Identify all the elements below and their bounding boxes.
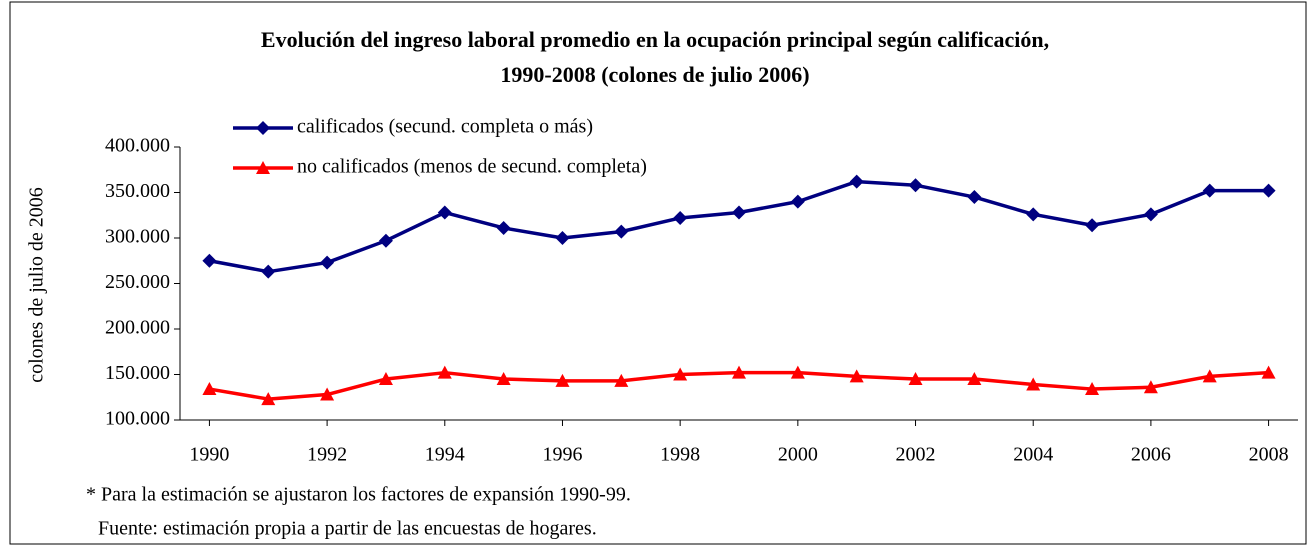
y-tick-label: 300.000 bbox=[105, 226, 170, 248]
triangle-marker bbox=[790, 365, 805, 379]
x-tick-label: 2006 bbox=[1131, 444, 1171, 466]
diamond-marker bbox=[1261, 183, 1276, 198]
diamond-marker bbox=[1026, 207, 1041, 222]
triangle-marker bbox=[1202, 369, 1217, 383]
y-axis-label: colones de julio de 2006 bbox=[26, 187, 48, 383]
diamond-marker bbox=[256, 121, 270, 135]
y-tick-label: 100.000 bbox=[105, 408, 170, 430]
y-tick-label: 400.000 bbox=[105, 135, 170, 157]
footnote: * Para la estimación se ajustaron los fa… bbox=[86, 484, 631, 506]
triangle-marker bbox=[261, 392, 276, 406]
diamond-marker bbox=[790, 194, 805, 209]
y-tick-label: 350.000 bbox=[105, 180, 170, 202]
triangle-marker bbox=[378, 372, 393, 386]
chart-title: 1990-2008 (colones de julio 2006) bbox=[500, 62, 809, 87]
diamond-marker bbox=[1202, 183, 1217, 198]
triangle-marker bbox=[437, 365, 452, 379]
triangle-marker bbox=[614, 373, 629, 387]
diamond-marker bbox=[437, 205, 452, 220]
diamond-marker bbox=[320, 255, 335, 270]
x-tick-label: 1992 bbox=[307, 444, 347, 466]
triangle-marker bbox=[202, 382, 217, 396]
triangle-marker bbox=[256, 161, 270, 174]
x-tick-label: 2002 bbox=[896, 444, 936, 466]
diamond-marker bbox=[614, 224, 629, 239]
triangle-marker bbox=[320, 387, 335, 401]
y-tick-label: 250.000 bbox=[105, 271, 170, 293]
diamond-marker bbox=[378, 233, 393, 248]
diamond-marker bbox=[496, 220, 511, 235]
diamond-marker bbox=[261, 264, 276, 279]
chart-frame bbox=[9, 1, 1307, 545]
diamond-marker bbox=[849, 174, 864, 189]
diamond-marker bbox=[555, 231, 570, 245]
triangle-marker bbox=[1026, 377, 1041, 391]
x-tick-label: 1994 bbox=[425, 444, 465, 466]
triangle-marker bbox=[967, 372, 982, 386]
diamond-marker bbox=[1085, 218, 1100, 233]
x-tick-label: 2000 bbox=[778, 444, 818, 466]
y-tick-label: 200.000 bbox=[105, 317, 170, 339]
diamond-marker bbox=[908, 178, 923, 193]
diamond-marker bbox=[1143, 207, 1158, 222]
triangle-marker bbox=[496, 372, 511, 386]
triangle-marker bbox=[732, 365, 746, 379]
legend-label: no calificados (menos de secund. complet… bbox=[297, 156, 647, 178]
y-tick-label: 150.000 bbox=[105, 362, 170, 384]
chart-title: Evolución del ingreso laboral promedio e… bbox=[261, 27, 1049, 52]
triangle-marker bbox=[908, 372, 923, 386]
legend-label: calificados (secund. completa o más) bbox=[297, 116, 593, 138]
triangle-marker bbox=[555, 373, 570, 387]
diamond-marker bbox=[967, 190, 982, 205]
diamond-marker bbox=[732, 205, 746, 220]
diamond-marker bbox=[202, 253, 217, 268]
triangle-marker bbox=[673, 367, 688, 381]
x-tick-label: 1998 bbox=[660, 444, 700, 466]
footnote: Fuente: estimación propia a partir de la… bbox=[98, 518, 597, 540]
triangle-marker bbox=[1261, 365, 1276, 379]
triangle-marker bbox=[1085, 382, 1100, 396]
triangle-marker bbox=[849, 369, 864, 383]
x-tick-label: 2008 bbox=[1249, 444, 1289, 466]
x-tick-label: 2004 bbox=[1013, 444, 1053, 466]
triangle-marker bbox=[1143, 380, 1158, 394]
x-tick-label: 1996 bbox=[542, 444, 582, 466]
x-tick-label: 1990 bbox=[189, 444, 229, 466]
diamond-marker bbox=[673, 210, 688, 225]
